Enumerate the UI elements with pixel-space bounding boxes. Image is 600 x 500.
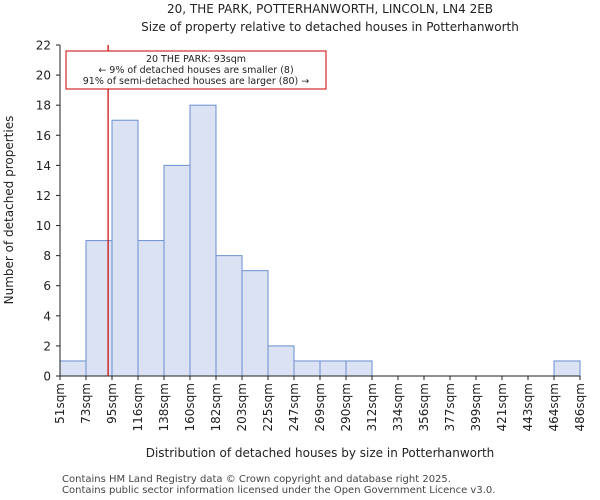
x-tick-label: 312sqm <box>365 383 379 431</box>
bar-160sqm <box>189 104 217 377</box>
bar-203sqm <box>241 270 269 377</box>
bar-116sqm <box>137 240 165 377</box>
bar-182sqm <box>215 255 243 377</box>
y-tick-label: 0 <box>43 370 51 384</box>
x-tick-label: 51sqm <box>53 383 67 424</box>
y-tick-label: 2 <box>43 339 51 353</box>
x-tick-label: 399sqm <box>469 383 483 431</box>
footer-line1: Contains HM Land Registry data © Crown c… <box>62 474 451 485</box>
y-tick-label: 4 <box>43 309 51 323</box>
bar-95sqm <box>111 119 139 377</box>
annotation-line-1: 20 THE PARK: 93sqm <box>146 54 246 65</box>
x-tick-label: 138sqm <box>157 383 171 431</box>
x-tick-label: 290sqm <box>339 383 353 431</box>
x-tick-label: 247sqm <box>287 383 301 431</box>
bar-464sqm <box>553 360 581 377</box>
bar-51sqm <box>59 360 87 377</box>
x-tick-label: 356sqm <box>417 383 431 431</box>
footer: Contains HM Land Registry data © Crown c… <box>62 474 495 496</box>
bar-290sqm <box>345 360 373 377</box>
x-tick-label: 116sqm <box>131 383 145 431</box>
x-tick-label: 421sqm <box>495 383 509 431</box>
chart-title-line1: 20, THE PARK, POTTERHANWORTH, LINCOLN, L… <box>167 2 493 16</box>
y-axis-label: Number of detached properties <box>2 116 16 305</box>
x-axis-label: Distribution of detached houses by size … <box>146 446 495 460</box>
chart-title-line2: Size of property relative to detached ho… <box>141 20 519 34</box>
y-tick-label: 12 <box>36 189 51 203</box>
bar-225sqm <box>267 345 295 377</box>
x-tick-labels: 51sqm 73sqm 95sqm 116sqm 138sqm 160sqm 182sqm 2… <box>53 376 587 431</box>
x-tick-label: 73sqm <box>79 383 93 424</box>
x-tick-label: 486sqm <box>573 383 587 431</box>
bar-chart: 20, THE PARK, POTTERHANWORTH, LINCOLN, L… <box>2 2 587 460</box>
y-tick-label: 8 <box>43 249 51 263</box>
y-tick-label: 10 <box>36 219 51 233</box>
property-marker: 20 THE PARK: 93sqm← 9% of detached house… <box>65 45 327 376</box>
x-tick-label: 334sqm <box>391 383 405 431</box>
bar-269sqm <box>319 360 347 377</box>
x-tick-label: 160sqm <box>183 383 197 431</box>
x-tick-label: 464sqm <box>547 383 561 431</box>
bar-138sqm <box>163 164 191 377</box>
bar-247sqm <box>293 360 321 377</box>
y-tick-labels: 0 2 4 6 8 10 12 14 16 18 20 22 <box>36 39 60 384</box>
y-tick-label: 22 <box>36 39 51 53</box>
x-tick-label: 182sqm <box>209 383 223 431</box>
x-tick-label: 95sqm <box>105 383 119 424</box>
annotation-line-2: ← 9% of detached houses are smaller (8) <box>98 65 293 76</box>
x-tick-label: 225sqm <box>261 383 275 431</box>
x-tick-label: 377sqm <box>443 383 457 431</box>
bars <box>59 104 581 377</box>
y-tick-label: 18 <box>36 99 51 113</box>
annotation-line-3: 91% of semi-detached houses are larger (… <box>83 76 310 87</box>
y-tick-label: 20 <box>36 69 51 83</box>
y-tick-label: 14 <box>36 159 51 173</box>
footer-line2: Contains public sector information licen… <box>62 485 496 496</box>
x-tick-label: 269sqm <box>313 383 327 431</box>
y-tick-label: 6 <box>43 279 51 293</box>
annotation-box <box>65 50 327 90</box>
x-tick-label: 443sqm <box>521 383 535 431</box>
x-tick-label: 203sqm <box>235 383 249 431</box>
y-tick-label: 16 <box>36 129 51 143</box>
